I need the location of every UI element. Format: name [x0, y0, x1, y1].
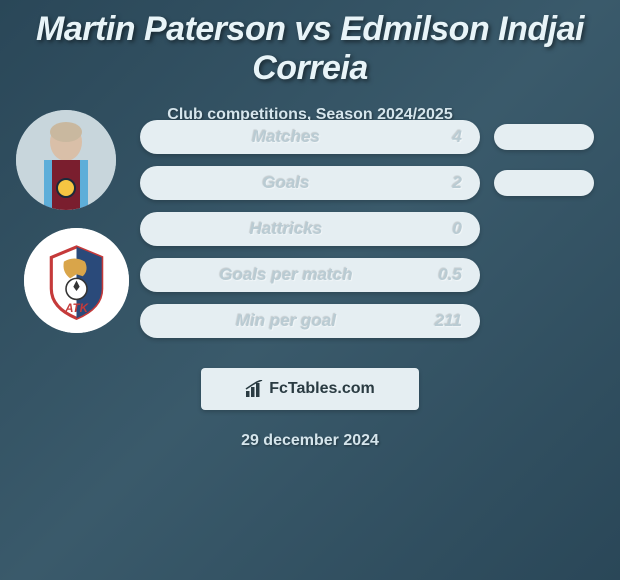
- stat-bar: Goals 2: [140, 166, 480, 200]
- stat-bar: Matches 4: [140, 120, 480, 154]
- stat-bar: Min per goal 211: [140, 304, 480, 338]
- stat-bar: Hattricks 0: [140, 212, 480, 246]
- stats-list: Matches 4 Goals 2 Hattricks 0 Goals per …: [140, 120, 610, 350]
- footer-date: 29 december 2024: [0, 432, 620, 450]
- stat-label: Hattricks: [140, 219, 432, 239]
- stat-label: Goals per match: [140, 265, 432, 285]
- stat-label: Matches: [140, 127, 432, 147]
- brand-logo: FcTables.com: [245, 380, 375, 398]
- stat-value: 0.5: [432, 265, 462, 285]
- stat-value: 211: [432, 311, 462, 331]
- stat-row-min-per-goal: Min per goal 211: [140, 304, 610, 338]
- brand-text: FcTables.com: [269, 380, 375, 398]
- chart-icon: [245, 380, 265, 398]
- comparison-card: Martin Paterson vs Edmilson Indjai Corre…: [0, 0, 620, 124]
- footer: FcTables.com 29 december 2024: [0, 352, 620, 450]
- stat-label: Min per goal: [140, 311, 432, 331]
- stat-label: Goals: [140, 173, 432, 193]
- stat-row-hattricks: Hattricks 0: [140, 212, 610, 246]
- stat-row-matches: Matches 4: [140, 120, 610, 154]
- stat-row-goals-per-match: Goals per match 0.5: [140, 258, 610, 292]
- stat-value: 4: [432, 127, 462, 147]
- page-title: Martin Paterson vs Edmilson Indjai Corre…: [0, 10, 620, 88]
- player1-avatar: [16, 110, 116, 210]
- stat-value: 2: [432, 173, 462, 193]
- player2-avatar: ATK: [24, 228, 129, 333]
- stat-value: 0: [432, 219, 462, 239]
- brand-box[interactable]: FcTables.com: [201, 368, 419, 410]
- stat-bar: Goals per match 0.5: [140, 258, 480, 292]
- player2-club-logo: ATK: [24, 228, 129, 333]
- avatar-column: ATK: [10, 110, 120, 333]
- stat-pill: [494, 124, 594, 150]
- svg-text:ATK: ATK: [64, 303, 90, 315]
- player1-image: [16, 110, 116, 210]
- stat-pill: [494, 170, 594, 196]
- stat-row-goals: Goals 2: [140, 166, 610, 200]
